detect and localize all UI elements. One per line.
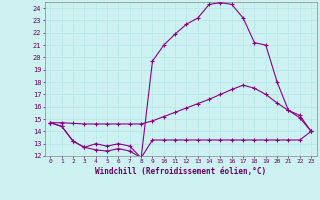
X-axis label: Windchill (Refroidissement éolien,°C): Windchill (Refroidissement éolien,°C) [95,167,266,176]
